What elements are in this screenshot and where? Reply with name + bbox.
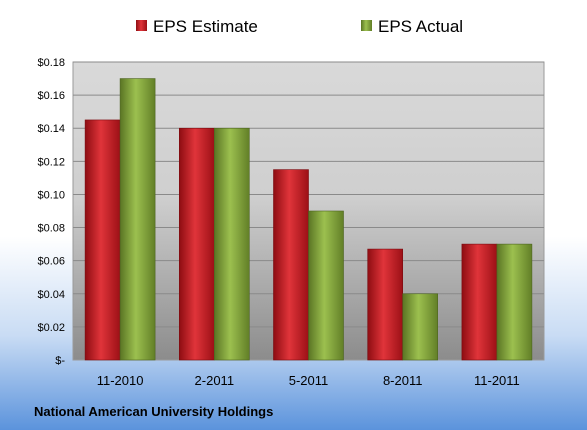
chart-footer-company-name: National American University Holdings — [34, 404, 273, 419]
bar-eps-estimate-2-2011 — [179, 127, 215, 361]
y-tick-label: $0.04 — [37, 289, 65, 301]
x-category-label: 2-2011 — [195, 373, 235, 388]
bar-eps-actual-11-2010 — [119, 78, 156, 361]
legend-swatch-eps-actual — [361, 20, 372, 31]
legend: EPS Estimate EPS Actual — [136, 17, 463, 36]
y-tick-label: $0.02 — [37, 322, 65, 334]
bar-eps-estimate-11-2010 — [84, 119, 121, 361]
x-category-label: 5-2011 — [289, 373, 329, 388]
legend-swatch-eps-estimate — [136, 20, 147, 31]
y-tick-label: $0.10 — [37, 189, 65, 201]
y-axis-tick-labels: $- $0.02 $0.04 $0.06 $0.08 $0.10 $0.12 $0.14 $0.… — [37, 57, 65, 367]
x-category-label: 11-2010 — [97, 373, 144, 388]
bar-eps-estimate-11-2011 — [461, 243, 498, 361]
bar-eps-actual-11-2011 — [496, 243, 533, 361]
y-tick-label: $0.08 — [37, 223, 65, 235]
x-category-label: 8-2011 — [383, 373, 423, 388]
x-category-label: 11-2011 — [474, 373, 520, 388]
bar-eps-actual-5-2011 — [308, 210, 344, 361]
y-tick-label: $0.12 — [37, 156, 65, 168]
y-tick-label: $0.06 — [37, 256, 65, 268]
y-tick-label: $- — [55, 355, 65, 367]
bar-eps-actual-8-2011 — [402, 293, 439, 361]
bar-eps-actual-2-2011 — [214, 127, 250, 361]
y-tick-label: $0.18 — [37, 57, 65, 69]
legend-label-eps-estimate: EPS Estimate — [153, 17, 258, 36]
legend-label-eps-actual: EPS Actual — [378, 17, 463, 36]
bar-eps-estimate-8-2011 — [367, 248, 404, 361]
x-axis-category-labels: 11-2010 2-2011 5-2011 8-2011 11-2011 — [97, 373, 520, 388]
bar-eps-estimate-5-2011 — [273, 169, 309, 361]
y-tick-label: $0.16 — [37, 90, 65, 102]
y-tick-label: $0.14 — [37, 123, 65, 135]
bars — [84, 78, 533, 361]
